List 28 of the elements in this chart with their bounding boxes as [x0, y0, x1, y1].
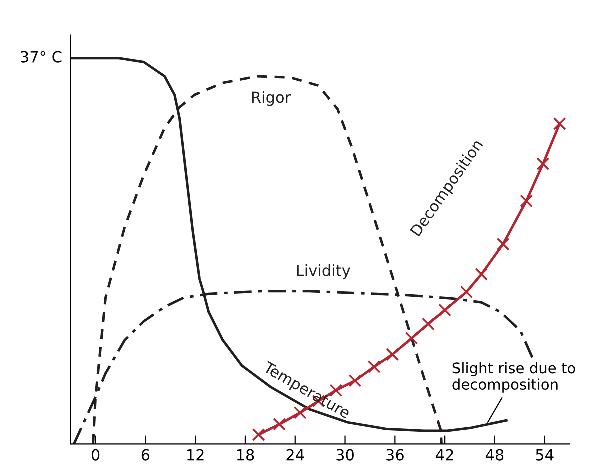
point — [273, 418, 286, 431]
point — [252, 428, 266, 442]
x-tick-label: 18 — [237, 449, 254, 461]
x-tick-label: 0 — [92, 449, 100, 461]
x-tick-label: 12 — [188, 449, 204, 461]
annotation: Slight rise due to decomposition — [452, 362, 576, 393]
series-label: Rigor — [252, 91, 292, 106]
point — [475, 268, 488, 281]
x-tick-label: 48 — [486, 449, 504, 461]
series-label: Lividity — [297, 264, 350, 280]
point — [422, 318, 435, 331]
x-tick-label: 54 — [536, 449, 554, 461]
x-tick-label: 42 — [436, 449, 454, 461]
x-tick-label: 36 — [386, 449, 404, 461]
text: 37° C — [21, 51, 62, 63]
point — [536, 158, 550, 171]
point — [386, 348, 400, 362]
x-tick-label: 30 — [336, 449, 354, 461]
point — [460, 286, 474, 299]
point — [553, 118, 566, 130]
x-tick-label: 6 — [142, 449, 150, 461]
point — [520, 194, 534, 208]
point — [368, 360, 381, 374]
point — [438, 304, 452, 317]
x-tick-label: 24 — [286, 449, 304, 461]
point — [496, 238, 510, 251]
point — [348, 374, 362, 388]
point — [405, 332, 418, 345]
